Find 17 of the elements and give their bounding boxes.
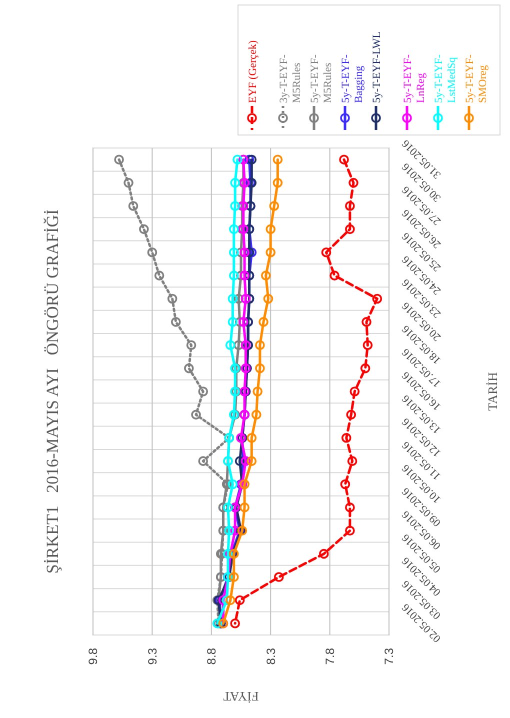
text: 5y-T-EYF-SMOreg: [464, 54, 489, 103]
x-tick-label: 9.8: [86, 648, 100, 665]
text: ŞİRKET1 2016-MAYIS AYI ÖNGÖRÜ GRAFİĞİ: [43, 209, 62, 574]
text: 5y-T-EYF-M5Rules: [309, 54, 334, 103]
x-tick-label: 9.3: [145, 648, 160, 665]
y-axis-title: TARİH: [485, 372, 500, 411]
x-tick-label: 8.3: [264, 648, 278, 665]
x-axis-title: FİYAT: [223, 689, 259, 704]
x-tick-label: 7.8: [323, 648, 337, 665]
text: 5y-T-EYF-LWL: [371, 31, 383, 103]
x-tick-label: 8.8: [204, 648, 219, 665]
text: 5y-T-EYF-LnReg: [402, 54, 427, 103]
text: 5y-T-EYF-Bagging: [340, 54, 365, 103]
text: 5y-T-EYF-LstMedSq: [433, 54, 458, 103]
text: 3y-T-EYF-M5Rules: [278, 54, 303, 103]
x-tick-label: 7.3: [382, 648, 396, 665]
text: EYF (Gerçek): [247, 40, 259, 103]
